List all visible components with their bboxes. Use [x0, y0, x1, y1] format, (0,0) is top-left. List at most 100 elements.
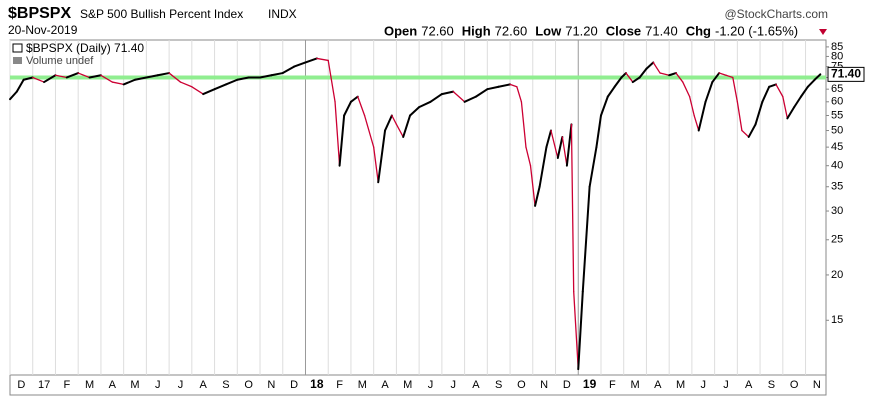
y-tick-label: 80	[831, 50, 843, 62]
line-segment	[22, 76, 34, 81]
line-segment	[675, 72, 684, 83]
line-segment	[725, 74, 734, 79]
line-segment	[538, 146, 548, 188]
line-segment	[793, 95, 802, 109]
x-tick-label: A	[745, 379, 753, 391]
line-segment	[349, 95, 359, 103]
y-tick-label: 50	[831, 124, 843, 136]
line-segment	[550, 129, 559, 159]
ohlc-value: 72.60	[495, 23, 528, 38]
line-segment	[391, 114, 398, 125]
line-segment	[556, 135, 564, 160]
line-segment	[732, 76, 739, 103]
y-tick-label: 30	[831, 205, 843, 217]
line-segment	[697, 100, 707, 132]
line-segment	[304, 57, 318, 64]
line-segment	[43, 74, 57, 84]
y-tick-label: 65	[831, 83, 843, 95]
exchange: INDX	[268, 7, 297, 21]
line-segment	[409, 106, 421, 117]
line-segment	[402, 114, 412, 138]
x-tick-label: O	[517, 379, 526, 391]
line-segment	[357, 95, 366, 117]
line-segment	[145, 74, 159, 79]
line-segment	[440, 90, 455, 96]
line-segment	[338, 114, 346, 167]
line-segment	[32, 76, 45, 83]
line-segment	[384, 114, 393, 132]
x-tick-label: M	[130, 379, 139, 391]
line-segment	[534, 185, 541, 207]
line-segment	[688, 95, 695, 117]
date: 20-Nov-2019	[8, 23, 78, 37]
line-segment	[595, 114, 602, 149]
line-segment	[577, 290, 584, 371]
line-segment	[334, 101, 341, 167]
ohlc-label: Chg	[686, 23, 711, 38]
line-segment	[327, 59, 336, 103]
y-tick-label: 40	[831, 160, 843, 172]
x-tick-label: F	[63, 379, 70, 391]
line-segment	[736, 101, 743, 132]
line-segment	[786, 106, 796, 120]
x-tick-label: 17	[38, 379, 50, 391]
x-tick-label: 19	[583, 377, 597, 391]
x-tick-label: S	[495, 379, 502, 391]
line-segment	[363, 114, 375, 148]
line-segment	[631, 76, 641, 84]
x-tick-label: M	[630, 379, 639, 391]
line-segment	[236, 76, 250, 81]
x-tick-label: J	[723, 379, 729, 391]
line-segment	[77, 72, 91, 79]
x-tick-label: F	[609, 379, 616, 391]
line-segment	[782, 95, 789, 120]
line-segment	[718, 72, 727, 76]
x-tick-label: M	[85, 379, 94, 391]
line-segment	[645, 61, 655, 70]
line-segment	[122, 78, 137, 86]
y-tick-label: 45	[831, 141, 843, 153]
line-segment	[100, 74, 113, 83]
line-segment	[693, 114, 700, 132]
legend-icon	[13, 57, 22, 64]
ohlc-label: Close	[606, 23, 641, 38]
legend-series: $BPSPX (Daily) 71.40	[26, 41, 144, 55]
line-segment	[682, 81, 691, 98]
x-tick-label: J	[155, 379, 161, 391]
x-tick-label: A	[200, 379, 208, 391]
line-segment	[111, 81, 125, 86]
x-tick-label: O	[244, 379, 253, 391]
line-segment	[581, 185, 591, 293]
line-segment	[54, 74, 68, 79]
line-segment	[463, 95, 477, 103]
line-segment	[638, 67, 648, 79]
line-segment	[813, 73, 822, 81]
line-segment	[213, 83, 227, 91]
line-segment	[806, 78, 816, 88]
last-value-label: 71.40	[831, 67, 861, 81]
x-tick-label: 18	[310, 377, 324, 391]
x-tick-label: J	[701, 379, 707, 391]
ohlc-row: Open 72.60 High 72.60 Low 71.20 Close 71.40 Chg -…	[384, 23, 798, 38]
line-segment	[15, 78, 25, 93]
ohlc-value: 71.40	[645, 23, 678, 38]
line-segment	[588, 146, 598, 188]
line-segment	[620, 72, 627, 79]
legend-volume: Volume undef	[26, 55, 94, 67]
line-segment	[747, 123, 757, 138]
ohlc-label: Open	[384, 23, 417, 38]
ohlc-label: Low	[535, 23, 562, 38]
y-tick-label: 20	[831, 269, 843, 281]
x-tick-label: A	[654, 379, 662, 391]
line-segment	[259, 74, 273, 79]
ohlc-value: -1.20 (-1.65%)	[715, 23, 798, 38]
y-tick-label: 25	[831, 234, 843, 246]
x-tick-label: D	[290, 379, 298, 391]
line-segment	[570, 123, 575, 293]
grid	[9, 40, 807, 375]
x-tick-label: S	[768, 379, 775, 391]
x-tick-label: M	[676, 379, 685, 391]
x-tick-label: S	[222, 379, 229, 391]
x-tick-label: A	[109, 379, 117, 391]
